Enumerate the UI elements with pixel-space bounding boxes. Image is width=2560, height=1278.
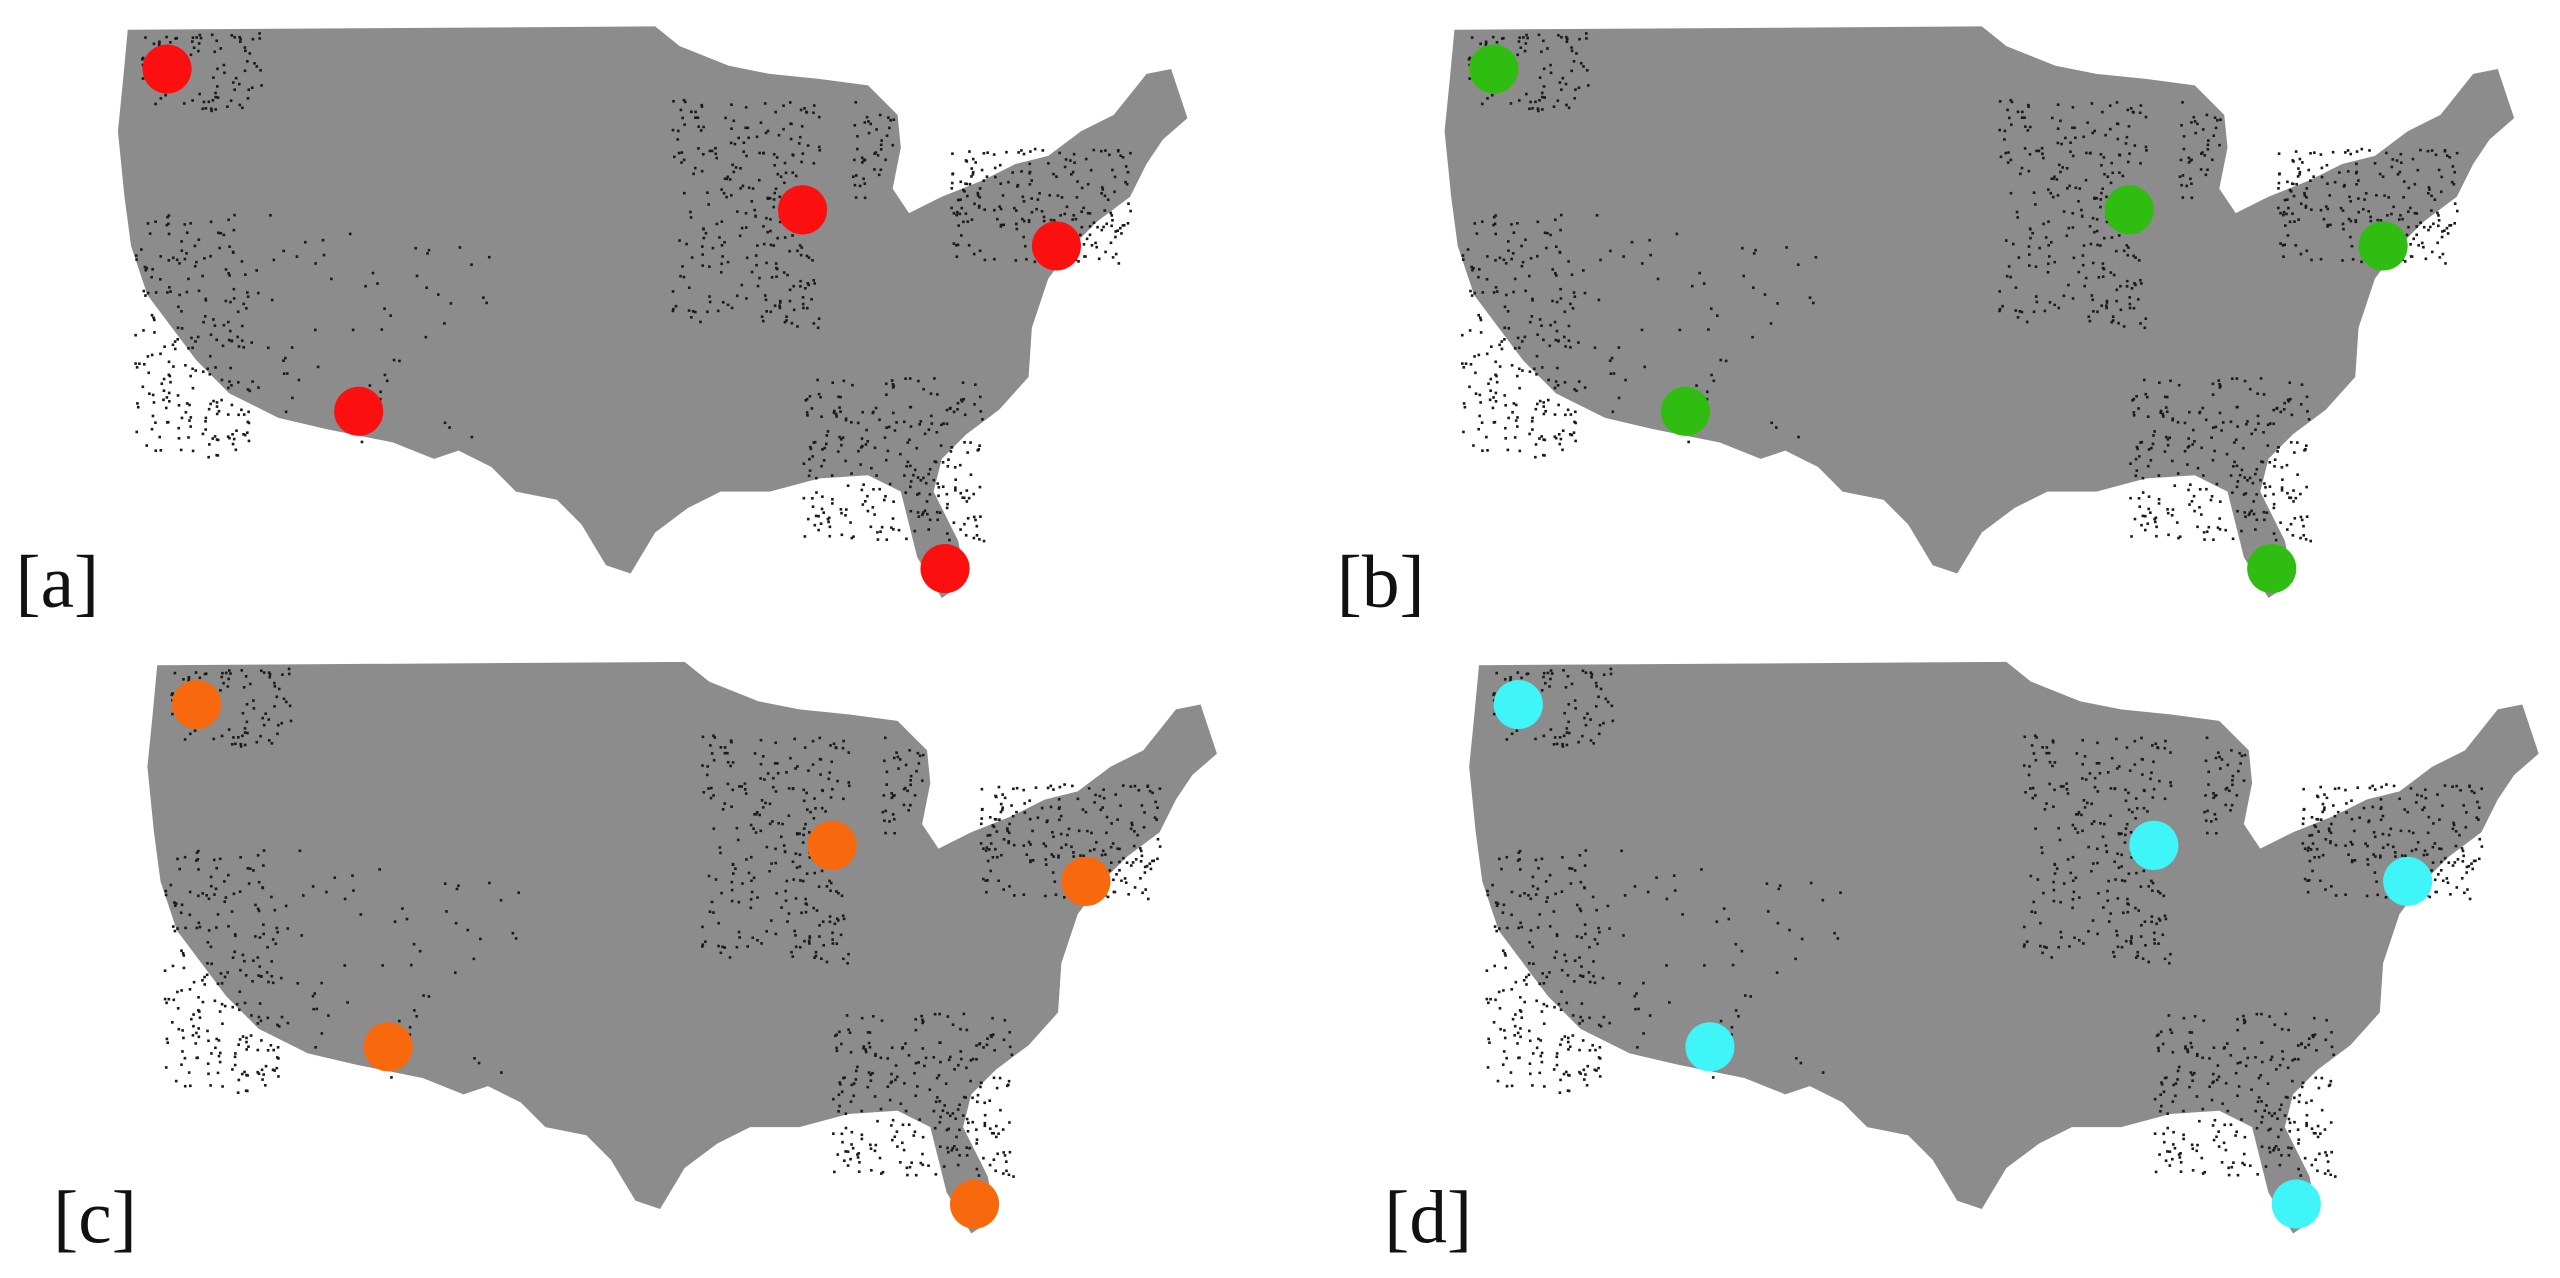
city-marker	[1031, 221, 1081, 271]
us-map	[1444, 26, 2515, 599]
us-map	[117, 26, 1188, 599]
map-panel: [d]	[1384, 661, 2539, 1260]
city-marker	[171, 679, 222, 730]
city-marker	[1061, 856, 1111, 906]
us-map	[147, 661, 1217, 1234]
us-map	[1469, 661, 2539, 1234]
map-panel: [b]	[1337, 26, 2515, 624]
city-marker	[1469, 44, 1519, 94]
city-marker	[2271, 1179, 2321, 1229]
city-marker	[807, 820, 857, 870]
city-marker	[2104, 185, 2154, 235]
panel-label: [c]	[53, 1177, 137, 1260]
city-marker	[142, 44, 192, 94]
map-panel: [a]	[16, 26, 1188, 624]
population-points	[163, 667, 1162, 1178]
city-marker	[1685, 1022, 1735, 1072]
panel-label: [d]	[1384, 1177, 1472, 1260]
city-marker	[2358, 221, 2408, 271]
city-marker	[2247, 544, 2297, 594]
city-marker	[2383, 856, 2433, 906]
city-marker	[334, 386, 384, 436]
city-marker	[777, 185, 828, 235]
city-marker	[1493, 679, 1543, 730]
city-marker	[949, 1179, 1000, 1229]
panel-label: [a]	[16, 541, 100, 624]
panel-label: [b]	[1337, 541, 1425, 624]
map-panel: [c]	[53, 661, 1217, 1260]
population-points	[1485, 667, 2484, 1178]
city-marker	[2129, 820, 2179, 870]
city-marker	[1660, 386, 1710, 436]
population-points	[1460, 32, 2459, 543]
population-points	[134, 32, 1132, 543]
city-marker	[920, 544, 970, 594]
city-marker	[363, 1022, 413, 1072]
